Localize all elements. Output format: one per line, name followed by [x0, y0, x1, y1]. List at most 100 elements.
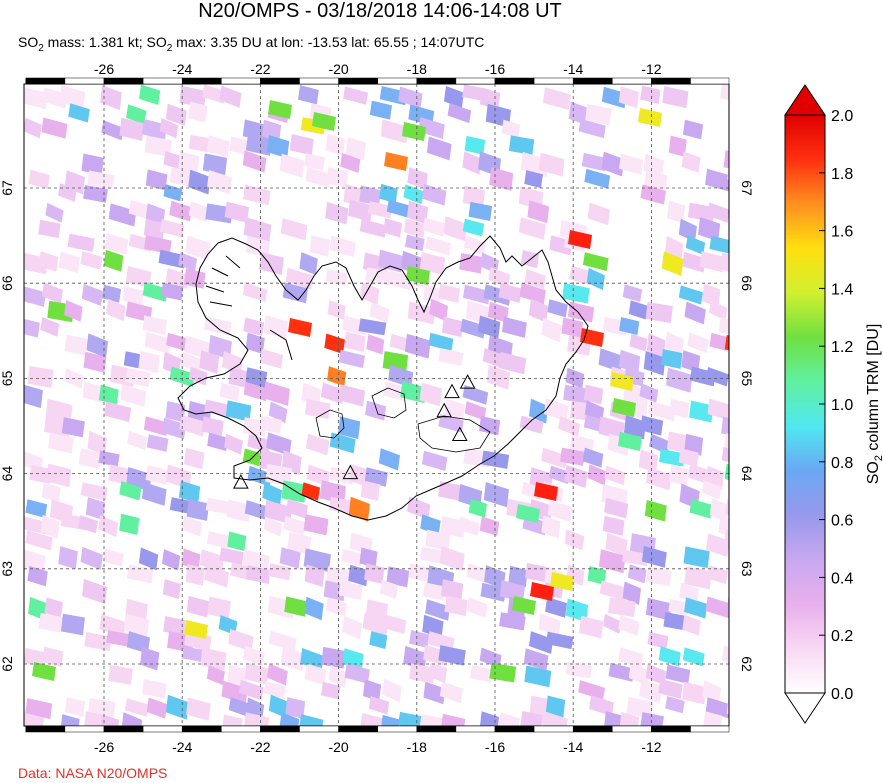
so2-pixel	[545, 695, 566, 718]
so2-pixel	[24, 712, 45, 726]
so2-pixel	[721, 447, 729, 463]
so2-pixel	[83, 184, 108, 203]
so2-pixel	[707, 202, 729, 223]
frame-tick-bar-top	[494, 77, 535, 85]
so2-pixel	[618, 647, 644, 669]
so2-pixel	[243, 217, 272, 243]
so2-pixel	[44, 597, 63, 618]
so2-pixel	[708, 300, 728, 321]
so2-pixel	[163, 184, 183, 202]
so2-pixel	[229, 562, 251, 581]
so2-pixel	[283, 516, 306, 536]
so2-pixel	[604, 711, 626, 726]
so2-pixel	[639, 383, 659, 403]
so2-pixel	[245, 235, 271, 259]
so2-pixel	[42, 646, 64, 667]
so2-pixel	[359, 547, 378, 568]
lon-tick-label-bottom: -18	[407, 739, 427, 755]
so2-pixel	[563, 384, 590, 405]
so2-pixel	[102, 284, 122, 303]
so2-pixel	[443, 216, 468, 242]
so2-pixel	[479, 711, 500, 726]
so2-pixel	[718, 516, 729, 536]
so2-pixel	[138, 547, 159, 571]
colorbar-max-arrow	[784, 84, 826, 116]
so2-pixel-high	[288, 318, 312, 337]
so2-pixel	[203, 316, 232, 336]
frame-tick-bar-top	[690, 77, 730, 85]
so2-pixel	[641, 546, 667, 568]
so2-pixel	[27, 365, 54, 388]
so2-pixel	[178, 252, 198, 272]
frame-tick-bar-top	[416, 77, 457, 85]
so2-pixel	[159, 219, 185, 238]
lon-tick-label-top: -20	[328, 61, 348, 77]
so2-pixel	[207, 596, 231, 619]
so2-pixel	[347, 199, 373, 222]
so2-pixel	[40, 317, 60, 337]
so2-pixel	[284, 731, 305, 752]
so2-pixel	[538, 613, 561, 637]
so2-pixel	[163, 615, 186, 636]
so2-pixel	[561, 317, 584, 338]
so2-pixel	[508, 135, 535, 155]
so2-pixel	[348, 564, 369, 587]
so2-pixel	[104, 401, 132, 423]
so2-pixel	[186, 595, 210, 618]
so2-pixel	[369, 302, 390, 324]
so2-pixel	[604, 465, 626, 486]
so2-pixel	[447, 103, 472, 124]
colorbar-tick-label: 1.0	[831, 397, 853, 414]
so2-pixel	[682, 681, 707, 705]
so2-pixel	[703, 711, 723, 726]
so2-pixel	[119, 117, 145, 141]
so2-pixel	[524, 665, 552, 688]
so2-pixel	[326, 366, 347, 387]
so2-pixel	[263, 681, 286, 699]
so2-pixel-high	[402, 122, 426, 141]
glacier-outlines	[315, 387, 491, 453]
so2-pixel	[146, 434, 169, 452]
so2-pixel	[698, 216, 721, 242]
so2-pixel	[338, 384, 366, 407]
colorbar-tick-label: 0.6	[831, 513, 853, 530]
so2-pixel	[601, 151, 625, 177]
so2-pixel	[178, 151, 200, 174]
so2-pixel	[259, 348, 284, 369]
so2-pixel	[678, 218, 697, 243]
frame-tick-bar-bottom	[260, 725, 300, 733]
frame-tick-bar-bottom	[142, 725, 183, 733]
so2-pixel	[359, 185, 382, 207]
so2-pixel-high	[618, 432, 642, 451]
so2-pixel	[344, 663, 370, 684]
so2-pixel	[423, 681, 446, 705]
so2-pixel	[224, 201, 250, 223]
lon-tick-label-bottom: -14	[563, 739, 583, 755]
so2-pixel	[582, 252, 609, 271]
so2-pixel	[125, 266, 152, 288]
so2-pixel	[618, 349, 641, 374]
so2-pixel	[438, 348, 464, 366]
so2-pixel	[523, 648, 549, 671]
so2-pixel	[287, 532, 312, 555]
so2-pixel	[707, 565, 728, 584]
so2-pixel	[498, 283, 522, 303]
so2-pixel	[603, 613, 622, 634]
so2-pixel	[685, 235, 706, 255]
so2-pixel	[304, 596, 324, 621]
so2-pixel	[106, 630, 134, 648]
so2-pixel-high	[610, 372, 634, 391]
so2-pixel	[584, 400, 605, 423]
so2-pixel	[382, 678, 402, 703]
frame-tick-bar-bottom	[612, 725, 652, 733]
frame-tick-bar-top	[533, 77, 574, 85]
so2-pixel	[247, 434, 271, 453]
colorbar-tick-label: 1.8	[831, 166, 853, 183]
so2-pixel	[702, 283, 721, 308]
so2-pixel	[41, 117, 68, 139]
so2-pixel	[169, 200, 192, 222]
so2-pixel	[86, 333, 109, 358]
so2-pixel	[562, 283, 590, 304]
so2-pixel	[582, 447, 604, 468]
so2-pixel	[245, 135, 272, 156]
